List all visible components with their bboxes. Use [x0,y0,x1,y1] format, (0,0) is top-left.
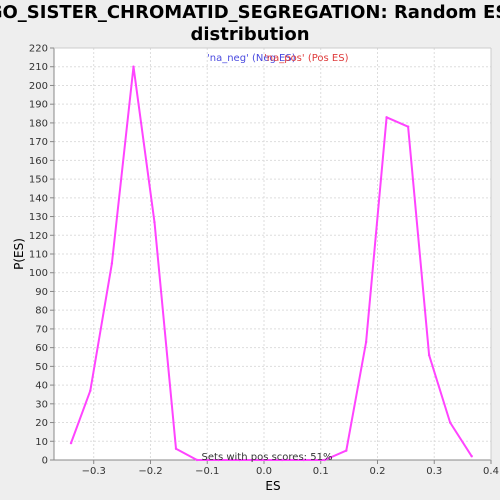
y-tick-label: 20 [35,418,48,429]
y-tick-label: 140 [29,193,48,204]
series-layer [69,65,473,462]
series-point [302,458,305,462]
legend-entry-neg: 'na_neg' (Neg ES) [207,53,296,64]
y-tick-label: 120 [29,231,48,242]
series-point [69,441,73,445]
x-tick-label: 0.3 [426,466,442,477]
y-tick-label: 50 [35,362,48,373]
series-point [280,458,284,462]
series-point [174,447,178,450]
x-tick-label: 0.4 [483,466,499,477]
series-line [70,65,473,461]
series-point [153,220,156,224]
series-point [89,389,92,392]
y-tick-label: 170 [29,137,48,148]
x-tick-label: −0.1 [195,466,219,477]
series-point [217,458,220,462]
grid-layer [54,47,492,461]
series-point [385,116,388,119]
y-tick-label: 80 [35,306,48,317]
y-tick-label: 150 [29,175,48,186]
legend-entry-pos: 'na_pos' (Pos ES) [264,53,349,64]
y-tick-label: 90 [35,287,48,298]
y-tick-label: 30 [35,399,48,410]
y-tick-label: 100 [29,268,48,279]
y-tick-label: 110 [29,250,48,261]
series-point [323,458,326,462]
series-point [238,458,241,462]
series-point [427,353,431,357]
series-point [195,458,199,462]
chart-title-line1: GO_SISTER_CHROMATID_SEGREGATION: Random … [0,2,500,23]
series-point [364,340,368,344]
y-tick-label: 160 [29,156,48,167]
series-point [132,65,135,68]
x-tick-label: 0.1 [313,466,329,477]
y-tick-label: 190 [29,100,48,111]
series-point [110,262,114,265]
series-point [406,125,410,128]
chart-title-line2: distribution [190,24,309,45]
x-axis-label: ES [265,479,280,493]
y-tick-label: 180 [29,118,48,129]
y-tick-label: 60 [35,343,48,354]
y-tick-label: 40 [35,381,48,392]
y-axis-label: P(ES) [12,238,26,270]
series-point [345,449,348,452]
series-point [259,458,263,462]
x-tick-label: 0.0 [256,466,272,477]
y-tick-label: 0 [42,456,48,467]
y-tick-label: 200 [29,81,48,92]
x-tick-label: 0.2 [370,466,386,477]
y-tick-label: 130 [29,212,48,223]
series-point [470,455,473,458]
y-tick-label: 220 [29,44,48,55]
x-tick-label: −0.3 [82,466,106,477]
x-tick-label: −0.2 [138,466,162,477]
y-tick-label: 70 [35,324,48,335]
y-tick-label: 10 [35,437,48,448]
y-tick-label: 210 [29,62,48,73]
pos-scores-annotation: Sets with pos scores: 51% [202,452,333,463]
axis-layer: 0 10 20 30 40 50 60 70 80 90 100 110 120 130 140 150 160… [29,44,499,478]
series-point [448,421,452,424]
